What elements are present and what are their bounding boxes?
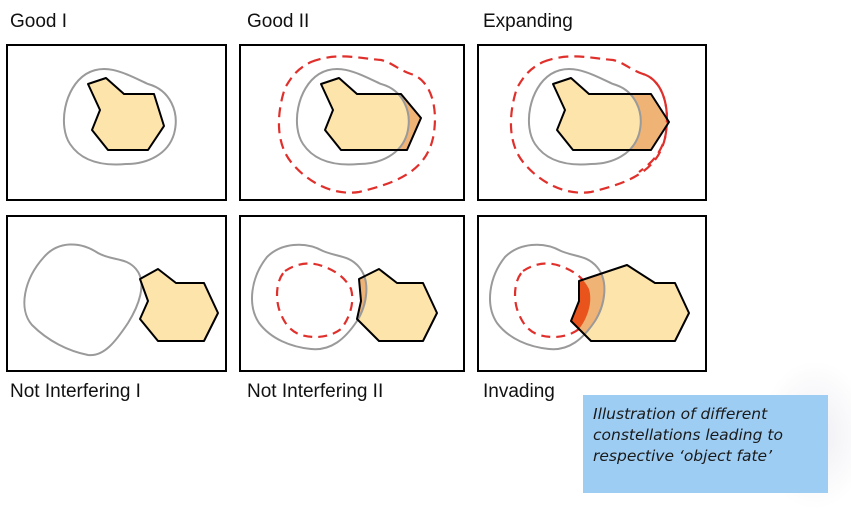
not-interfering-2-diagram: [251, 243, 438, 351]
panel-label-invading: Invading: [483, 381, 555, 402]
panel-label-not-interfering-2: Not Interfering II: [247, 381, 384, 402]
buffer-dashed-outline: [277, 55, 437, 194]
panel-expanding: [477, 44, 707, 201]
reference-outline: [23, 243, 143, 357]
panel-not-interfering-2: [239, 215, 465, 372]
object-outline: [552, 77, 670, 151]
panel-label-good-1: Good I: [10, 11, 68, 32]
not-interfering-1-diagram: [23, 243, 219, 357]
object-polygon: [139, 268, 219, 342]
caption-box: Illustration of different constellations…: [583, 395, 828, 493]
buffer-dashed-outline: [509, 55, 669, 194]
panel-good-2: [239, 44, 465, 201]
panel-label-expanding: Expanding: [483, 11, 573, 32]
panel-label-good-2: Good II: [247, 11, 310, 32]
good-2-diagram: [277, 55, 437, 194]
object-outline: [320, 77, 422, 151]
object-outline: [356, 268, 438, 342]
object-polygon: [357, 269, 437, 341]
reference-outline: [296, 68, 410, 166]
invading-diagram: [489, 243, 690, 351]
reference-outline: [528, 68, 642, 166]
reference-outline: [489, 243, 606, 351]
expanding-diagram: [509, 55, 670, 194]
buffer-dashed-outline: [513, 262, 592, 339]
panel-label-not-interfering-1: Not Interfering I: [10, 381, 141, 402]
reference-outline: [63, 68, 177, 166]
object-outline: [570, 264, 690, 342]
panel-not-interfering-1: [6, 215, 227, 372]
buffer-dashed-overlay: [638, 72, 669, 173]
panel-good-1: [6, 44, 227, 201]
good-1-diagram: [63, 68, 177, 166]
reference-outline: [251, 243, 368, 351]
buffer-dashed-outline: [275, 262, 354, 339]
panel-invading: [477, 215, 707, 372]
object-polygon: [87, 77, 165, 151]
